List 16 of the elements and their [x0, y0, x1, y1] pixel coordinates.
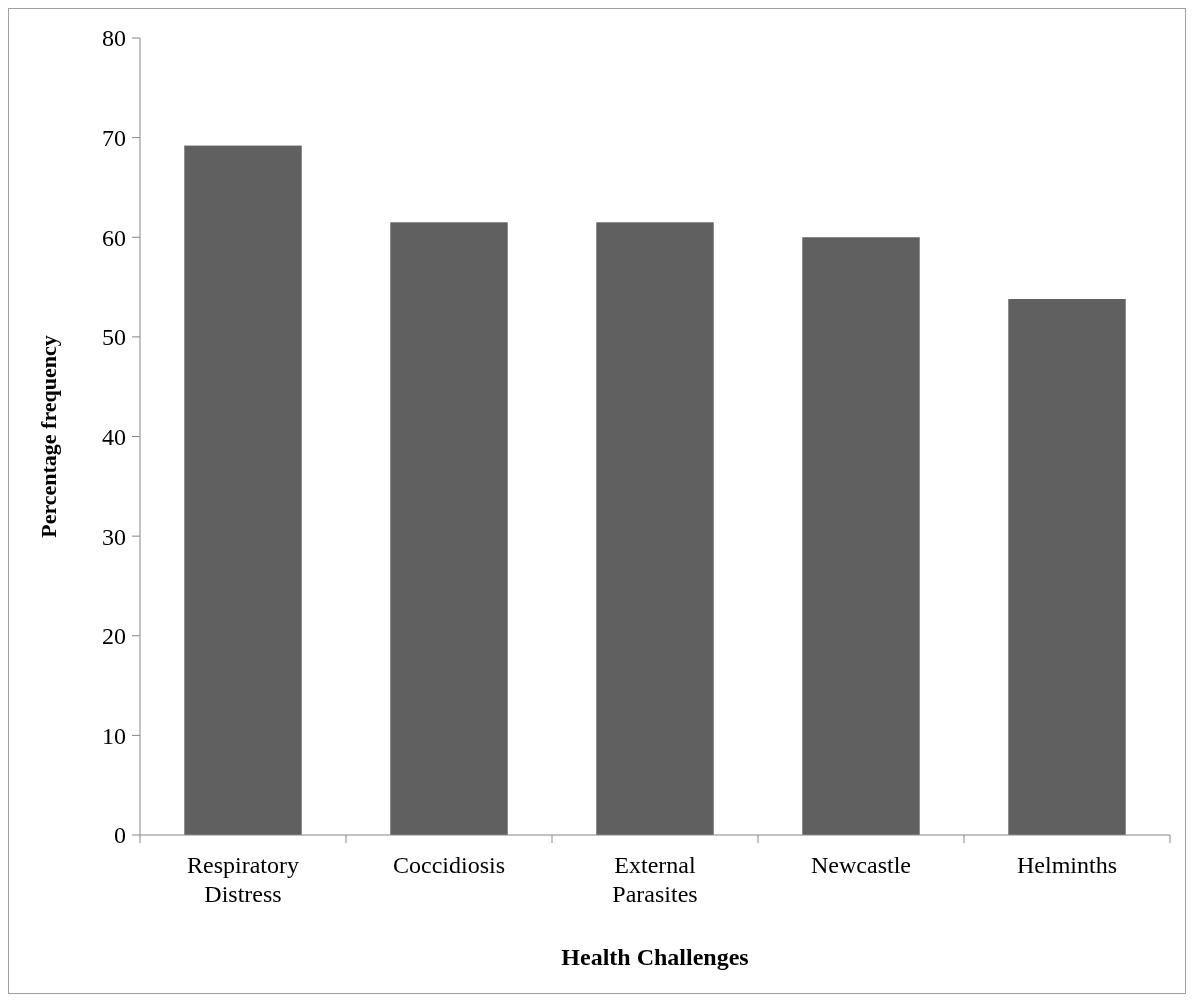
x-tick-label: Coccidiosis — [393, 852, 505, 878]
y-tick-label: 0 — [114, 822, 126, 849]
x-tick-label: Helminths — [1017, 852, 1117, 878]
y-tick-label: 50 — [102, 324, 126, 351]
y-tick-label: 20 — [102, 623, 126, 650]
y-tick-label: 80 — [102, 25, 126, 52]
y-axis-title: Percentage frequency — [36, 335, 61, 538]
y-tick-label: 40 — [102, 423, 126, 450]
x-tick-label: Newcastle — [811, 852, 911, 878]
y-tick-label: 70 — [102, 125, 126, 152]
y-tick-label: 30 — [102, 523, 126, 550]
y-tick-label: 60 — [102, 224, 126, 251]
y-tick-label: 10 — [102, 722, 126, 749]
x-axis-title: Health Challenges — [561, 944, 749, 970]
x-tick-label: Respiratory Distress — [187, 852, 299, 907]
x-tick-label: External Parasites — [612, 852, 698, 907]
